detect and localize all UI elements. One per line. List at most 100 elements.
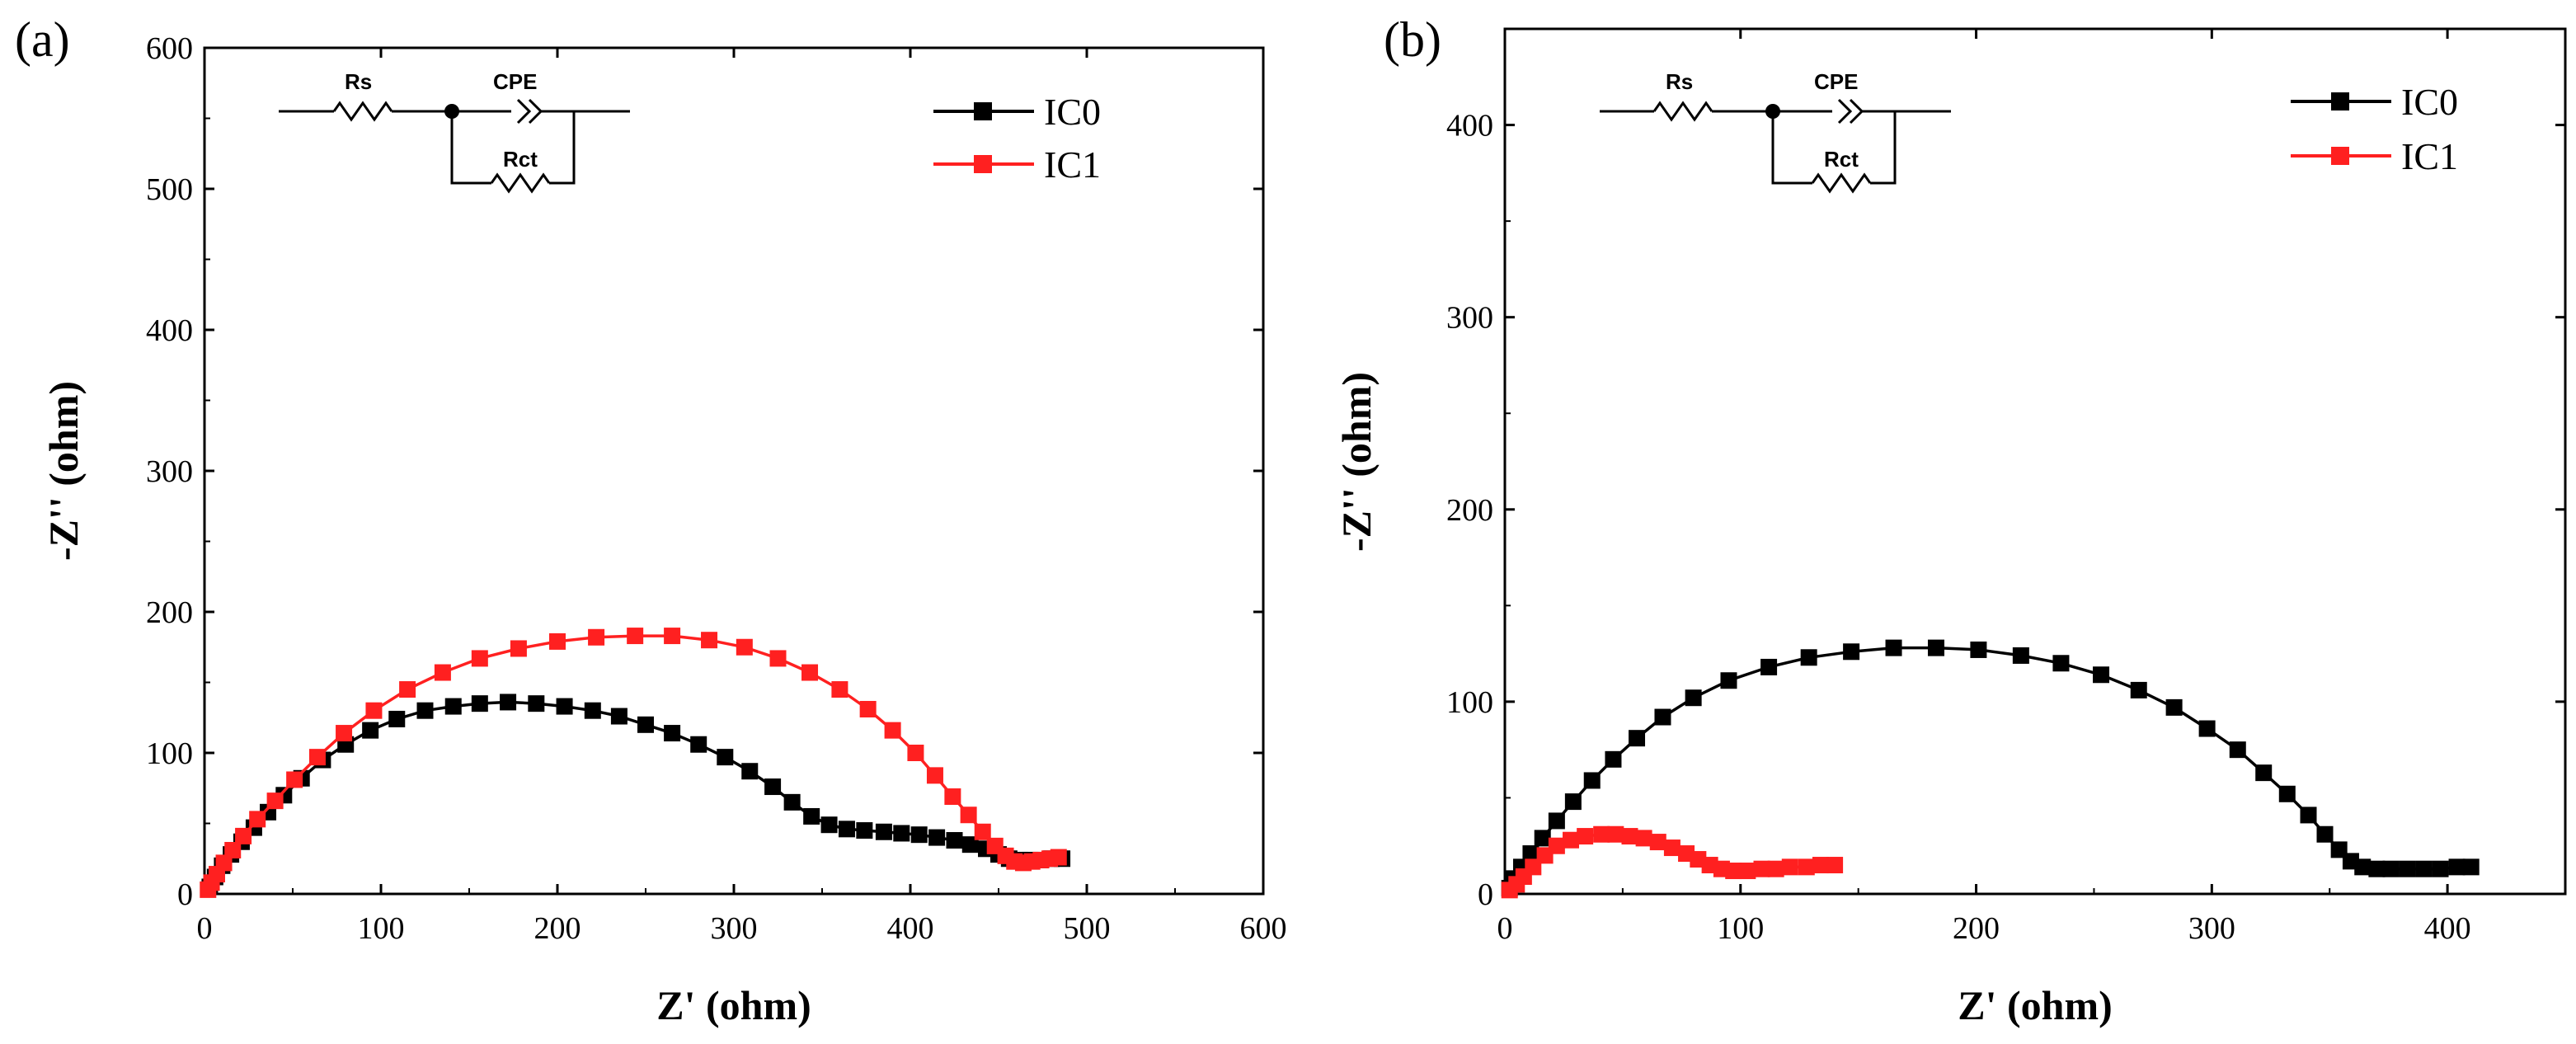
data-point-ic0 — [2462, 858, 2480, 876]
legend-marker-ic0 — [974, 102, 992, 120]
data-point-ic0 — [741, 763, 759, 780]
y-axis-title-a: -Z'' (ohm) — [40, 381, 87, 561]
data-point-ic1 — [627, 628, 644, 645]
data-point-ic0 — [1970, 641, 1987, 658]
data-point-ic1 — [1812, 857, 1829, 874]
data-point-ic1 — [365, 702, 383, 719]
data-point-ic0 — [2354, 858, 2372, 876]
y-tick-label: 0 — [1478, 877, 1493, 912]
data-point-ic0 — [584, 702, 601, 719]
series-b — [1501, 639, 2480, 899]
legend-marker-ic0 — [2331, 92, 2349, 111]
ticks-a: 0 100 200 300 400 500 600 0 100 200 300 400 500 600 — [146, 31, 1287, 946]
circuit-wire — [1870, 111, 1897, 185]
data-point-ic1 — [224, 841, 242, 858]
legend-marker-ic1 — [974, 155, 992, 173]
circuit-node — [444, 104, 459, 119]
x-tick-label: 300 — [2188, 911, 2235, 946]
data-point-ic0 — [2316, 825, 2334, 843]
data-point-ic1 — [1739, 863, 1756, 880]
data-point-ic1 — [944, 788, 961, 806]
data-point-ic1 — [701, 632, 718, 649]
y-tick-label: 100 — [146, 736, 193, 771]
data-point-ic0 — [1534, 830, 1551, 847]
y-axis-title-b: -Z'' (ohm) — [1333, 372, 1380, 552]
x-tick-label: 200 — [534, 911, 581, 946]
circuit-label-cpe: CPE — [1814, 69, 1858, 94]
y-tick-label: 0 — [177, 877, 193, 912]
data-point-ic1 — [1725, 863, 1742, 880]
data-point-ic0 — [1885, 639, 1902, 656]
ticks-b: 0 100 200 300 400 0 100 200 300 400 — [1446, 29, 2565, 946]
data-point-ic0 — [556, 698, 573, 715]
data-point-ic0 — [783, 793, 801, 811]
data-point-ic1 — [1577, 828, 1594, 845]
data-point-ic0 — [1564, 793, 1582, 811]
data-point-ic0 — [2368, 860, 2386, 877]
data-point-ic0 — [803, 807, 820, 825]
y-tick-label: 100 — [1446, 685, 1493, 720]
circuit-label-rct: Rct — [1824, 147, 1859, 172]
data-point-ic1 — [471, 650, 488, 667]
data-point-ic0 — [946, 832, 963, 849]
panel-a: (a) 0 100 200 300 400 500 600 0 100 200 300 400 500 6… — [15, 12, 1287, 1028]
plot-frame-b — [1503, 27, 2567, 896]
resistor-rs-symbol — [1652, 101, 1713, 122]
data-point-ic1 — [884, 722, 901, 739]
data-point-ic0 — [2382, 860, 2400, 877]
data-point-ic0 — [2130, 681, 2147, 698]
data-point-ic0 — [893, 825, 910, 842]
data-point-ic1 — [336, 725, 353, 742]
circuit-label-rct: Rct — [503, 147, 538, 172]
data-point-ic0 — [2399, 860, 2416, 877]
data-point-ic0 — [610, 708, 628, 725]
circuit-wire — [549, 111, 576, 185]
data-point-ic0 — [528, 695, 545, 712]
plot-frame-a — [203, 46, 1265, 896]
data-point-ic1 — [1548, 837, 1565, 854]
data-point-ic0 — [1927, 639, 1944, 656]
legend-label-ic1: IC1 — [1044, 143, 1101, 186]
data-point-ic0 — [1583, 772, 1601, 789]
data-point-ic1 — [801, 664, 819, 681]
data-point-ic1 — [907, 745, 924, 761]
x-tick-label: 300 — [711, 911, 758, 946]
data-point-ic0 — [2255, 764, 2273, 782]
data-point-ic0 — [2012, 647, 2029, 664]
data-point-ic0 — [471, 695, 488, 712]
data-point-ic1 — [308, 749, 326, 766]
legend-label-ic1: IC1 — [2401, 135, 2458, 177]
data-point-ic1 — [434, 664, 451, 681]
data-point-ic1 — [286, 771, 303, 788]
data-point-ic0 — [820, 816, 838, 834]
x-tick-label: 200 — [1953, 911, 2000, 946]
data-point-ic1 — [1563, 831, 1580, 849]
resistor-rs-symbol — [332, 101, 393, 122]
series-a — [200, 628, 1071, 898]
series-line-ic0 — [1508, 646, 2471, 889]
data-point-ic0 — [500, 694, 517, 711]
legend-label-ic0: IC0 — [2401, 81, 2458, 123]
x-tick-label: 600 — [1240, 911, 1287, 946]
data-point-ic1 — [1826, 857, 1844, 874]
y-tick-label: 500 — [146, 172, 193, 207]
legend-a: IC0 IC1 — [933, 91, 1101, 186]
x-tick-label: 400 — [887, 911, 934, 946]
data-point-ic1 — [1798, 858, 1815, 876]
data-point-ic0 — [664, 725, 681, 742]
series-line-ic1 — [206, 634, 1060, 891]
circuit-diagram-a — [279, 98, 630, 194]
data-point-ic1 — [736, 638, 753, 656]
resistor-rct-symbol — [1811, 172, 1872, 194]
data-point-ic0 — [910, 826, 928, 844]
data-point-ic0 — [838, 821, 855, 838]
x-axis-title-a: Z' (ohm) — [656, 982, 811, 1028]
circuit-label-rs: Rs — [1666, 69, 1693, 94]
data-point-ic0 — [416, 702, 434, 719]
data-point-ic1 — [1593, 825, 1610, 843]
data-point-ic0 — [690, 736, 707, 753]
panel-label-b: (b) — [1384, 12, 1441, 67]
x-tick-label: 400 — [2424, 911, 2471, 946]
panel-b: (b) 0 100 200 300 400 0 100 200 300 400 Rs CPE Rc… — [1333, 12, 2567, 1028]
data-point-ic0 — [2229, 741, 2246, 759]
